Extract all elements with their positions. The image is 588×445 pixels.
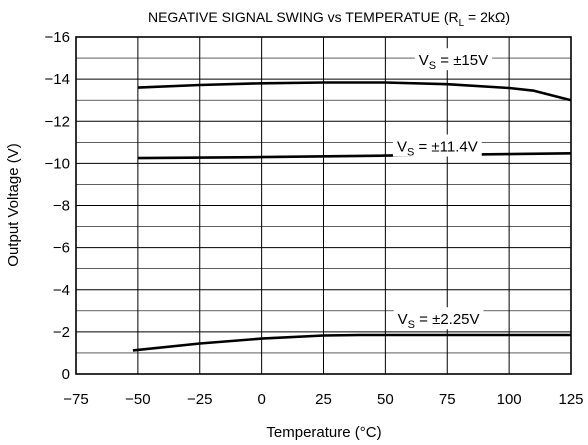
chart-title-tail: = 2kΩ)	[464, 9, 510, 25]
y-tick-label: −12	[45, 113, 70, 130]
series-label-2: VS = ±11.4V	[397, 139, 478, 159]
y-tick-label: −6	[53, 240, 70, 257]
plot-frame	[75, 36, 572, 375]
chart-title-main: NEGATIVE SIGNAL SWING vs TEMPERATUE (R	[148, 9, 459, 25]
series-label-1: VS = ±15V	[419, 52, 488, 72]
y-tick-label: 0	[62, 366, 70, 383]
x-tick-label: 125	[558, 391, 583, 408]
y-tick-label: −16	[45, 29, 70, 46]
series-line-3	[132, 333, 571, 352]
x-tick-label: 0	[257, 391, 265, 408]
x-tick-label: 75	[439, 391, 456, 408]
series-line-1	[137, 81, 572, 102]
series-labels: VS = ±15V VS = ±11.4V VS = ±2.25V	[392, 48, 493, 331]
x-tick-label: −25	[187, 391, 212, 408]
x-tick-label: −75	[63, 391, 88, 408]
series-label-bg	[393, 307, 484, 330]
y-tick-label: −8	[53, 198, 70, 215]
tick-labels: −75 −50 −25 0 25 50 75 100 125 −16 −14 −12 −10 −8 −6 −4…	[45, 29, 584, 408]
x-tick-label: 50	[377, 391, 394, 408]
series-label-bg	[392, 134, 482, 157]
chart-title-sub: L	[459, 18, 465, 29]
series-label-bg	[414, 48, 493, 71]
series-lines	[132, 81, 572, 352]
y-tick-label: −10	[45, 155, 70, 172]
series-label-3: VS = ±2.25V	[398, 311, 480, 331]
x-tick-label: −50	[125, 391, 150, 408]
y-tick-label: −4	[53, 282, 70, 299]
x-axis-label: Temperature (°C)	[266, 424, 381, 441]
x-tick-label: 25	[315, 391, 332, 408]
y-axis-label: Output Voltage (V)	[5, 143, 22, 266]
plot-grid	[75, 36, 572, 375]
series-line-2	[137, 152, 572, 160]
x-tick-label: 100	[497, 391, 522, 408]
chart-title: NEGATIVE SIGNAL SWING vs TEMPERATUE (RL …	[148, 9, 510, 29]
y-tick-label: −14	[45, 71, 70, 88]
y-tick-label: −2	[53, 324, 70, 341]
